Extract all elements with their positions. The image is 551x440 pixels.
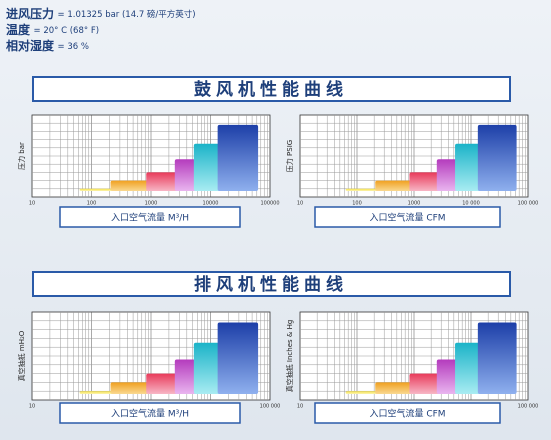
performance-range xyxy=(217,124,259,191)
x-tick-label: 100 xyxy=(87,201,97,207)
x-tick-label: 10 xyxy=(297,201,303,207)
conditions: 进风压力 = 1.01325 bar (14.7 磅/平方英寸) 温度 = 20… xyxy=(6,6,196,53)
x-tick-label: 100 xyxy=(352,201,362,207)
y-axis-label: 压力 PSIG xyxy=(285,140,294,172)
section-title: 鼓风机性能曲线 xyxy=(194,79,348,100)
x-axis-caption: 入口空气流量 M³/H xyxy=(111,212,189,224)
caption-box xyxy=(59,206,241,228)
x-tick-label: 100 000 xyxy=(518,404,539,410)
chart: 10 100 1000 10000 100000 压力 bar 入口空气流量 M³/H xyxy=(17,114,280,228)
condition: 温度 = 20° C (68° F) xyxy=(6,22,99,37)
title-banner xyxy=(32,271,511,297)
x-axis-caption: 入口空气流量 CFM xyxy=(369,408,445,420)
x-tick-label: 100 000 xyxy=(260,404,281,410)
x-tick-label: 10 000 xyxy=(462,201,480,207)
x-tick-label: 1000 xyxy=(145,201,158,207)
condition: 相对湿度 = 36 % xyxy=(6,38,89,53)
caption-box xyxy=(314,402,501,424)
x-tick-label: 10 xyxy=(29,201,35,207)
x-tick-label: 10 xyxy=(29,404,35,410)
x-tick-label: 100 000 xyxy=(518,201,539,207)
condition: 进风压力 = 1.01325 bar (14.7 磅/平方英寸) xyxy=(6,6,196,21)
section-title: 排风机性能曲线 xyxy=(194,274,348,295)
performance-range xyxy=(477,124,517,191)
x-axis-caption: 入口空气流量 CFM xyxy=(369,212,445,224)
x-tick-label: 1000 xyxy=(408,201,421,207)
y-axis-label: 真空抽抵 Inches & Hg xyxy=(285,320,294,393)
x-tick-label: 10 xyxy=(297,404,303,410)
caption-box xyxy=(314,206,501,228)
performance-range xyxy=(477,322,517,394)
caption-box xyxy=(59,402,241,424)
y-axis-label: 真空抽抵 mH₂O xyxy=(17,330,26,381)
x-axis-caption: 入口空气流量 M³/H xyxy=(111,408,189,420)
title-banner xyxy=(32,76,511,102)
x-tick-label: 100000 xyxy=(260,201,279,207)
chart: 10 100 1000 10 000 100 000 压力 PSIG 入口空气流量 CFM xyxy=(285,114,539,228)
x-tick-label: 10000 xyxy=(203,201,219,207)
y-axis-label: 压力 bar xyxy=(17,142,26,170)
performance-range xyxy=(217,322,259,394)
